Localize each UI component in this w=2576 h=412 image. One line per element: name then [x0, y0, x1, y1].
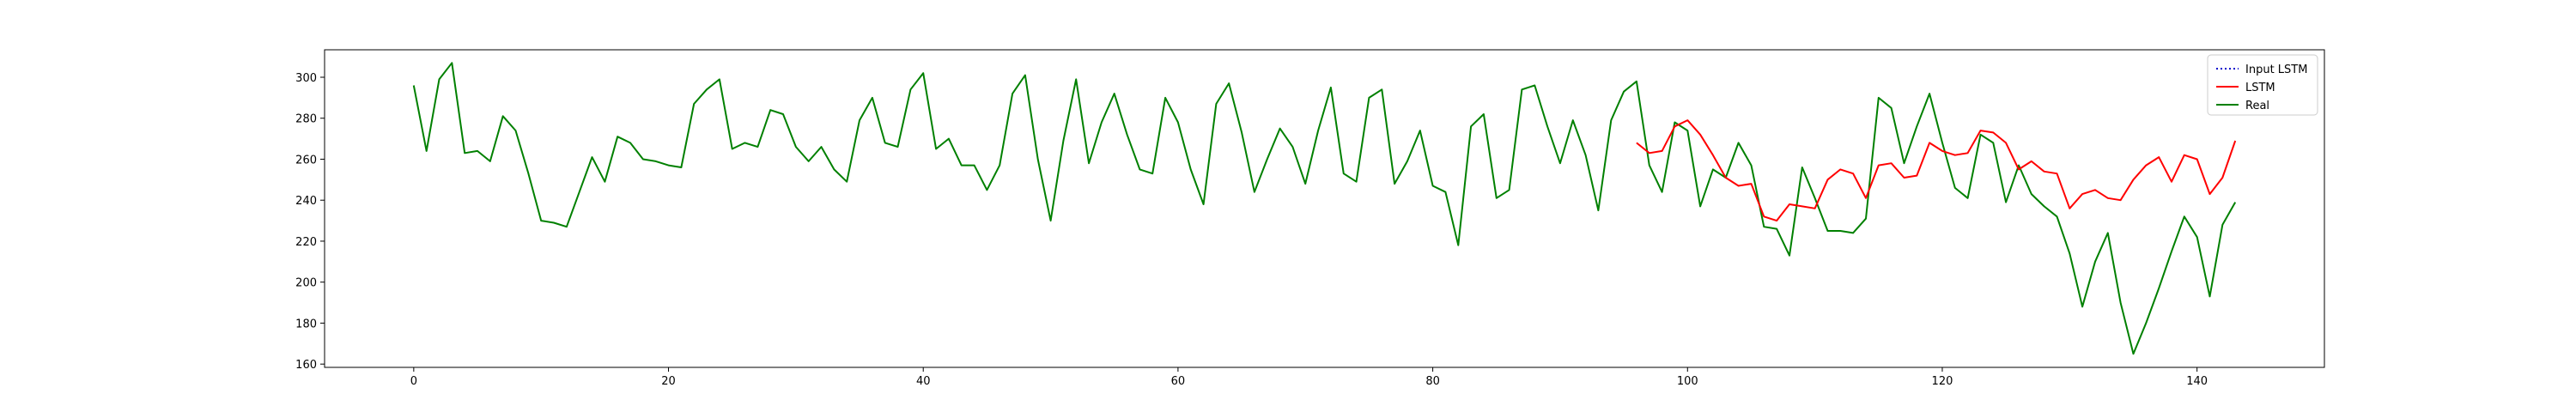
x-tick-label: 80	[1425, 375, 1440, 388]
y-tick-label: 300	[295, 72, 317, 85]
y-tick-label: 160	[295, 359, 317, 372]
x-tick-label: 20	[661, 375, 676, 388]
x-axis-ticks: 0 20 40 60 80 100 120 140	[410, 367, 2208, 388]
y-axis-ticks: 160 180 200 220 240 260 280 300	[295, 72, 325, 372]
y-tick-label: 260	[295, 154, 317, 167]
legend-entry-label: LSTM	[2245, 82, 2275, 94]
y-tick-label: 180	[295, 318, 317, 330]
series-layer	[412, 62, 2237, 355]
x-tick-label: 0	[410, 375, 417, 388]
axes-frame	[324, 49, 2325, 368]
legend-box	[2207, 54, 2318, 116]
x-tick-label: 120	[1932, 375, 1953, 388]
x-tick-label: 100	[1677, 375, 1698, 388]
series-line-lstm	[1636, 119, 2237, 222]
x-tick-label: 60	[1171, 375, 1186, 388]
legend-entry-label: Input LSTM	[2245, 64, 2307, 76]
legend-entry-label: Real	[2245, 100, 2269, 112]
y-tick-label: 200	[295, 277, 317, 290]
y-tick-label: 280	[295, 113, 317, 126]
x-tick-label: 140	[2186, 375, 2208, 388]
x-tick-label: 40	[916, 375, 931, 388]
plot-area: 0 20 40 60 80 100 120 140 160 180 200 220 240 260 280…	[295, 49, 2325, 388]
legend: Input LSTM LSTM Real	[2207, 54, 2318, 116]
y-tick-label: 220	[295, 236, 317, 249]
series-line-real	[412, 62, 2237, 355]
y-tick-label: 240	[295, 195, 317, 208]
